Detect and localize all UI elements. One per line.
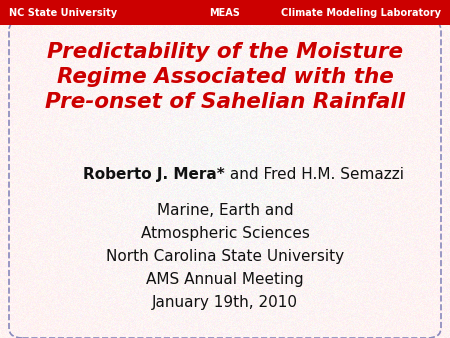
Text: North Carolina State University: North Carolina State University [106, 249, 344, 264]
Bar [0, 0, 450, 25]
Text: and Fred H.M. Semazzi: and Fred H.M. Semazzi [225, 167, 404, 182]
Text: Roberto J. Mera*: Roberto J. Mera* [83, 167, 225, 182]
Text: Marine, Earth and: Marine, Earth and [157, 203, 293, 218]
Text: Atmospheric Sciences: Atmospheric Sciences [140, 226, 310, 241]
Text: Climate Modeling Laboratory: Climate Modeling Laboratory [281, 8, 441, 18]
Text: AMS Annual Meeting: AMS Annual Meeting [146, 272, 304, 287]
Text: MEAS: MEAS [210, 8, 240, 18]
Text: Predictability of the Moisture
Regime Associated with the
Pre-onset of Sahelian : Predictability of the Moisture Regime As… [45, 42, 405, 112]
Text: NC State University: NC State University [9, 8, 117, 18]
Text: January 19th, 2010: January 19th, 2010 [152, 295, 298, 310]
